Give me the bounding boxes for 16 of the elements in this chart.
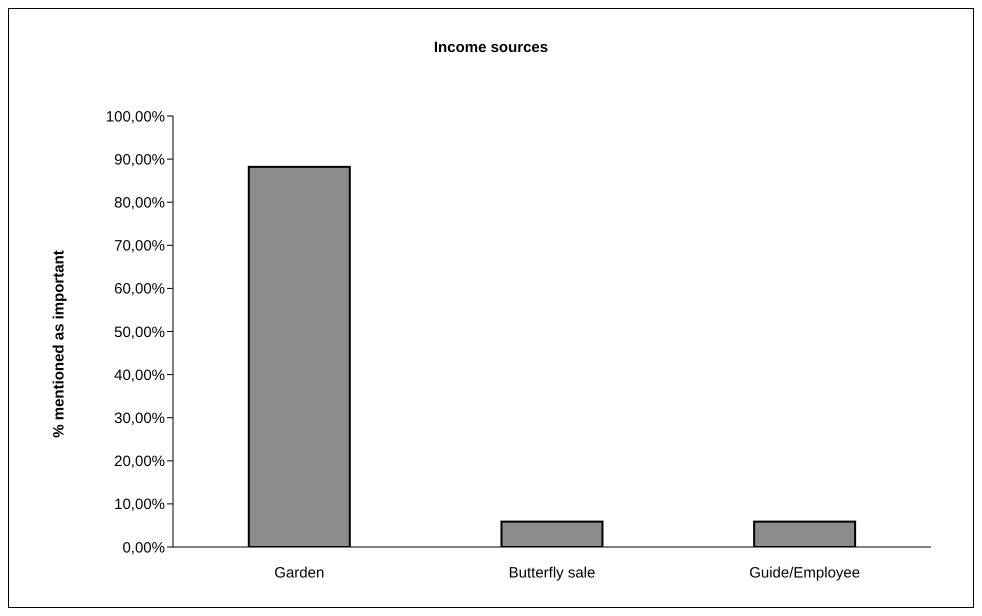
y-tick-label: 30,00% [114,410,165,428]
y-tick-label: 90,00% [114,151,165,168]
y-tick-label: 70,00% [114,238,165,255]
x-tick-label: Butterfly sale [508,564,596,582]
y-tick-label: 20,00% [114,453,165,470]
y-tick-label: 80,00% [114,194,165,212]
y-tick-label: 40,00% [114,366,165,384]
x-tick-label: Garden [274,564,324,582]
y-tick-label: 0,00% [122,539,165,556]
y-axis-title: % mentioned as important [50,250,68,438]
y-tick-label: 100,00% [106,108,165,126]
y-tick-label: 50,00% [114,324,165,341]
x-tick-label: Guide/Employee [749,564,860,582]
y-tick-label: 10,00% [114,496,165,514]
y-tick-label: 60,00% [114,280,165,298]
chart-title: Income sources [432,39,550,56]
